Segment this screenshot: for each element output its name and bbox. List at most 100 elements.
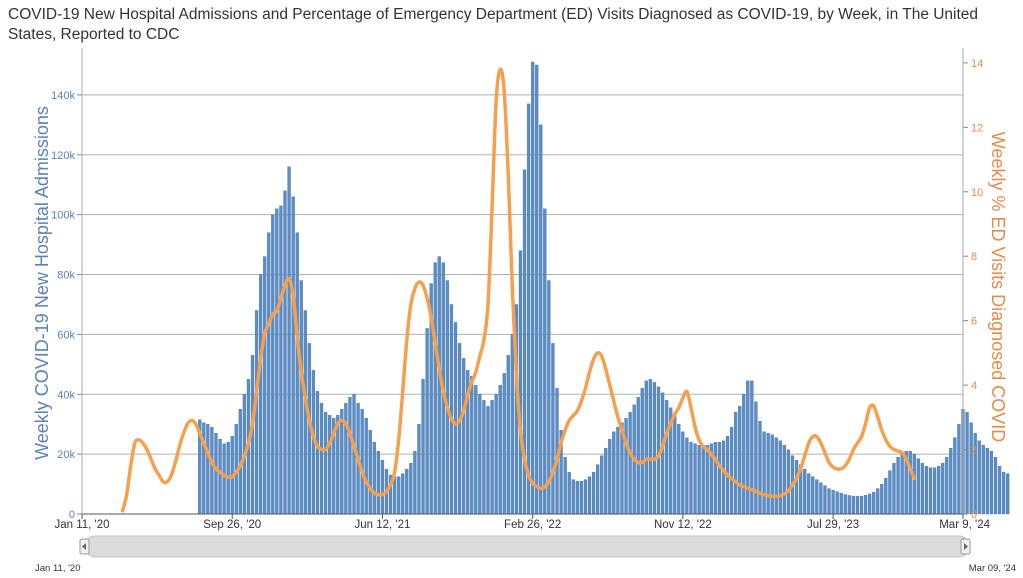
admissions-bar[interactable] — [803, 468, 807, 515]
admissions-bar[interactable] — [762, 431, 766, 515]
admissions-bar[interactable] — [888, 470, 892, 515]
admissions-bar[interactable] — [287, 166, 291, 515]
admissions-bar[interactable] — [953, 437, 957, 515]
admissions-bar[interactable] — [729, 427, 734, 515]
admissions-bar[interactable] — [535, 64, 539, 515]
admissions-bar[interactable] — [908, 450, 912, 515]
admissions-bar[interactable] — [214, 433, 218, 515]
admissions-bar[interactable] — [928, 467, 933, 515]
admissions-bar[interactable] — [945, 456, 949, 515]
admissions-bar[interactable] — [543, 208, 547, 515]
admissions-bar[interactable] — [892, 462, 896, 515]
admissions-bar[interactable] — [506, 355, 510, 515]
admissions-bar[interactable] — [612, 431, 616, 515]
admissions-bar[interactable] — [340, 409, 344, 515]
admissions-bar[interactable] — [738, 406, 742, 515]
admissions-bar[interactable] — [843, 494, 847, 515]
admissions-bar[interactable] — [734, 412, 738, 515]
admissions-bar[interactable] — [924, 465, 929, 515]
admissions-bar[interactable] — [774, 437, 778, 515]
admissions-bar[interactable] — [397, 476, 401, 515]
admissions-bar[interactable] — [457, 343, 462, 515]
admissions-bar[interactable] — [717, 441, 722, 515]
admissions-bar[interactable] — [380, 459, 385, 515]
admissions-bar[interactable] — [604, 447, 608, 515]
admissions-bar[interactable] — [665, 400, 669, 515]
admissions-bar[interactable] — [218, 439, 222, 515]
admissions-bar[interactable] — [364, 418, 368, 515]
admissions-bar[interactable] — [263, 256, 267, 515]
admissions-bar[interactable] — [997, 465, 1002, 515]
admissions-bar[interactable] — [595, 464, 600, 515]
admissions-bar[interactable] — [884, 477, 888, 515]
admissions-bar[interactable] — [470, 376, 474, 515]
admissions-bar[interactable] — [360, 409, 364, 515]
admissions-bar[interactable] — [697, 444, 701, 515]
admissions-bar[interactable] — [283, 190, 287, 515]
admissions-bar[interactable] — [328, 415, 332, 515]
admissions-bar[interactable] — [490, 400, 494, 515]
admissions-bar[interactable] — [323, 412, 328, 515]
admissions-bar[interactable] — [677, 424, 681, 515]
admissions-bar[interactable] — [482, 400, 486, 515]
admissions-bar[interactable] — [705, 444, 709, 515]
admissions-bar[interactable] — [401, 473, 405, 515]
admissions-bar[interactable] — [652, 382, 657, 515]
admissions-bar[interactable] — [815, 479, 819, 515]
admissions-bar[interactable] — [981, 444, 985, 515]
admissions-bar[interactable] — [210, 427, 214, 515]
admissions-bar[interactable] — [839, 492, 843, 515]
admissions-bar[interactable] — [957, 424, 961, 515]
admissions-bar[interactable] — [855, 496, 860, 515]
admissions-bar[interactable] — [478, 394, 482, 515]
admissions-bar[interactable] — [413, 450, 417, 515]
admissions-bar[interactable] — [518, 250, 523, 515]
admissions-bar[interactable] — [742, 394, 746, 515]
admissions-bar[interactable] — [941, 462, 945, 515]
admissions-bar[interactable] — [989, 450, 994, 515]
admissions-bar[interactable] — [600, 455, 604, 515]
admissions-bar[interactable] — [969, 422, 973, 515]
admissions-bar[interactable] — [348, 397, 352, 515]
admissions-bar[interactable] — [319, 403, 324, 515]
admissions-bar[interactable] — [591, 471, 596, 515]
admissions-bar[interactable] — [713, 441, 717, 515]
admissions-bar[interactable] — [916, 458, 920, 515]
admissions-bar[interactable] — [721, 440, 726, 515]
admissions-bar[interactable] — [823, 485, 827, 515]
admissions-bar[interactable] — [372, 441, 376, 515]
admissions-bar[interactable] — [867, 493, 872, 515]
admissions-bar[interactable] — [571, 479, 575, 515]
admissions-bar[interactable] — [539, 124, 543, 515]
admissions-bar[interactable] — [433, 262, 437, 515]
admissions-bar[interactable] — [750, 380, 754, 515]
admissions-bar[interactable] — [896, 456, 900, 515]
admissions-bar[interactable] — [425, 328, 429, 515]
admissions-bar[interactable] — [754, 401, 758, 515]
admissions-bar[interactable] — [880, 483, 884, 515]
admissions-bar[interactable] — [937, 465, 941, 515]
admissions-bar[interactable] — [315, 391, 320, 515]
admissions-bar[interactable] — [551, 343, 555, 515]
admissions-bar[interactable] — [295, 232, 299, 515]
admissions-bar[interactable] — [912, 453, 916, 515]
admissions-bar[interactable] — [640, 388, 644, 515]
admissions-bar[interactable] — [510, 334, 514, 515]
admissions-bar[interactable] — [279, 205, 283, 515]
admissions-bar[interactable] — [770, 434, 774, 515]
navigator[interactable]: Jan 11, '20 Mar 09, '24 — [35, 535, 1016, 574]
admissions-bar[interactable] — [932, 467, 937, 515]
admissions-bar[interactable] — [758, 421, 762, 515]
admissions-bar[interactable] — [563, 456, 567, 515]
admissions-bar[interactable] — [859, 495, 864, 515]
admissions-bar[interactable] — [579, 480, 584, 515]
admissions-bar[interactable] — [831, 489, 835, 515]
admissions-bar[interactable] — [701, 444, 705, 515]
admissions-bar[interactable] — [949, 447, 953, 515]
admissions-bar[interactable] — [409, 462, 413, 515]
admissions-bar[interactable] — [567, 471, 571, 515]
admissions-bar[interactable] — [628, 412, 632, 515]
admissions-bar[interactable] — [746, 380, 750, 515]
admissions-bar[interactable] — [872, 491, 876, 515]
admissions-bar[interactable] — [608, 439, 612, 515]
